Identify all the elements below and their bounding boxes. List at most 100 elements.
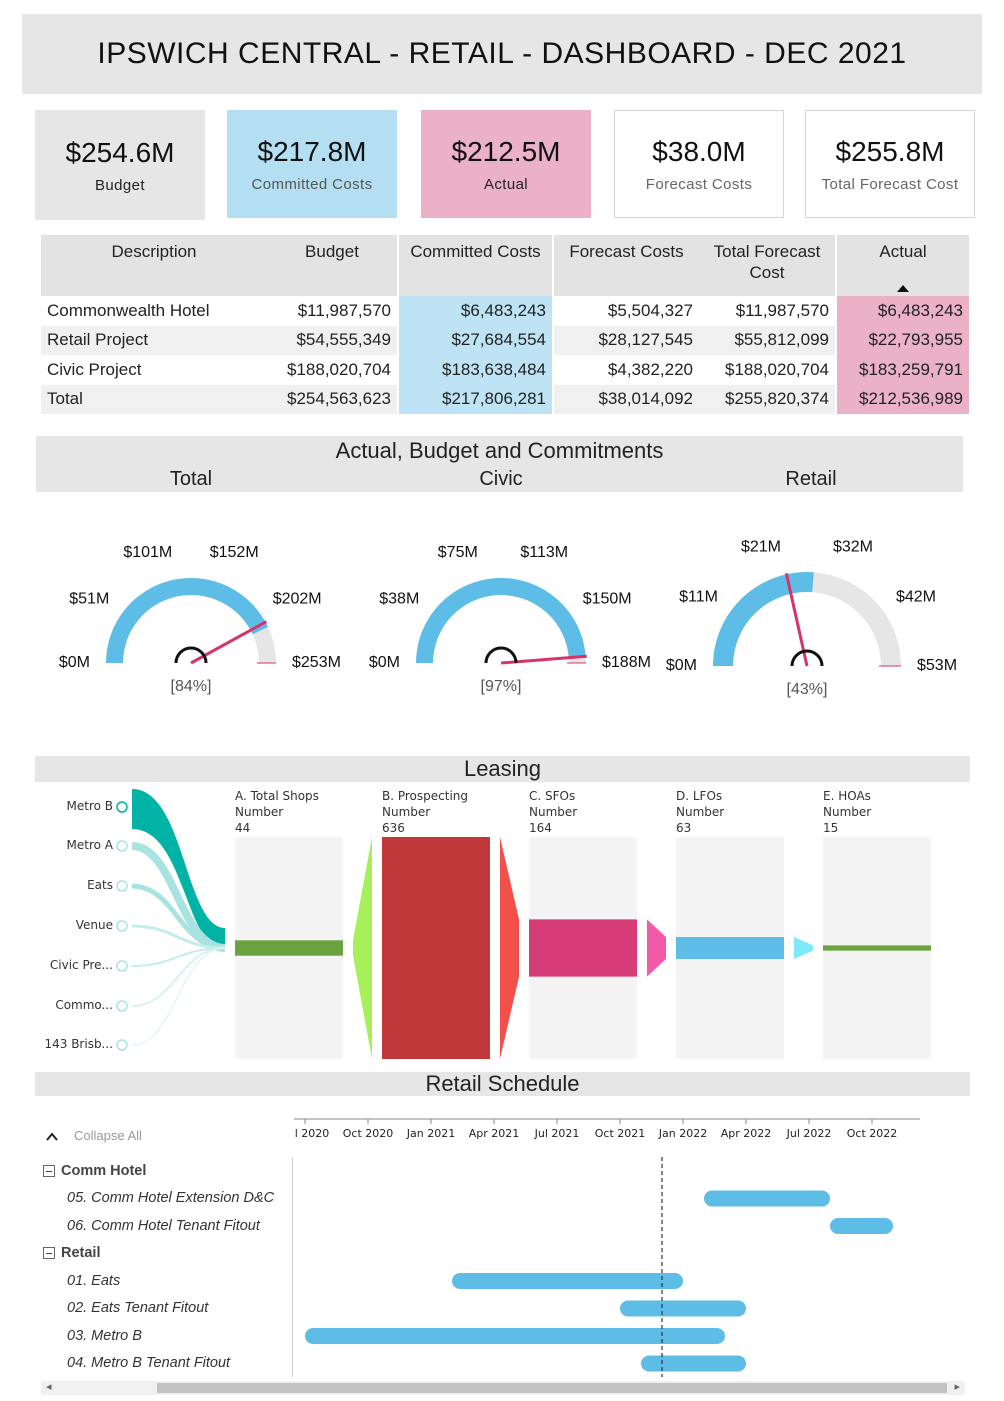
table-cell: $54,555,349 (267, 325, 398, 355)
schedule-gantt-bars (305, 1155, 893, 1377)
funnel-connector (353, 837, 372, 1059)
col-header-description[interactable]: Description (41, 235, 267, 296)
legend-item-label[interactable]: Metro A (66, 838, 113, 852)
legend-marker[interactable] (116, 801, 128, 813)
schedule-row-label: 01. Eats (67, 1272, 121, 1289)
schedule-task-row[interactable]: 06. Comm Hotel Tenant Fitout (41, 1212, 292, 1240)
gauge-subtitle-civic: Civic (479, 468, 523, 490)
gauge-percent-label: [97%] (481, 678, 522, 695)
legend-item-label[interactable]: Metro B (66, 799, 114, 813)
collapse-toggle-icon[interactable] (43, 1247, 55, 1260)
schedule-task-row[interactable]: 02. Eats Tenant Fitout (41, 1295, 292, 1323)
table-cell: $27,684,554 (397, 325, 553, 355)
stage-bar[interactable] (235, 940, 343, 956)
gauge-tick-label: $150M (583, 591, 632, 608)
kpi-card-budget: $254.6M Budget (35, 110, 205, 220)
table-cell: $38,014,092 (552, 384, 699, 414)
gantt-task-bar[interactable] (620, 1300, 746, 1317)
sort-ascending-icon[interactable] (897, 285, 909, 292)
col-header-committed[interactable]: Committed Costs (397, 235, 553, 296)
table-row[interactable]: Civic Project $188,020,704 $183,638,484 $4,… (41, 355, 969, 385)
legend-marker[interactable] (116, 960, 128, 972)
schedule-row-label: 04. Metro B Tenant Fitout (67, 1355, 231, 1372)
legend-item-label[interactable]: Commo... (55, 998, 113, 1012)
table-row[interactable]: Total $254,563,623 $217,806,281 $38,014,092… (41, 384, 969, 414)
schedule-row-label: 03. Metro B (67, 1327, 142, 1344)
collapse-all-button[interactable]: Collapse All (44, 1128, 142, 1143)
col-header-total-forecast[interactable]: Total Forecast Cost (699, 235, 836, 296)
stage-bar[interactable] (382, 837, 490, 1059)
gauge-tick-label: $0M (666, 657, 697, 674)
stage-value: 63 (676, 821, 692, 835)
kpi-card-committed: $217.8M Committed Costs (227, 110, 397, 218)
scroll-left-arrow-icon[interactable]: ◂ (46, 1381, 52, 1393)
kpi-value: $254.6M (65, 136, 175, 168)
col-header-forecast[interactable]: Forecast Costs (552, 235, 699, 296)
gantt-task-bar[interactable] (305, 1328, 725, 1344)
collapse-toggle-icon[interactable] (43, 1164, 55, 1177)
axis-tick-label: Apr 2022 (721, 1127, 772, 1140)
schedule-task-row[interactable]: 01. Eats (41, 1267, 292, 1295)
legend-marker[interactable] (116, 1039, 128, 1051)
legend-marker[interactable] (116, 920, 128, 932)
gauge-hub (790, 649, 824, 667)
gauge-tick-label: $101M (123, 544, 172, 561)
schedule-task-row[interactable]: 03. Metro B (41, 1322, 292, 1350)
gantt-task-bar[interactable] (704, 1190, 830, 1207)
table-cell: $6,483,243 (835, 296, 969, 326)
schedule-task-row[interactable]: 05. Comm Hotel Extension D&C (41, 1185, 292, 1213)
funnel-connector (647, 919, 666, 977)
gauge-tick-label: $188M (602, 654, 651, 671)
table-cell: $183,259,791 (835, 355, 969, 385)
source-ribbon (131, 883, 226, 951)
axis-tick-label: l 2020 (295, 1127, 330, 1140)
gauge-tick-label: $53M (917, 657, 957, 674)
table-cell: $212,536,989 (835, 384, 969, 414)
legend-item-label[interactable]: Venue (75, 918, 113, 932)
scrollbar-thumb[interactable] (157, 1383, 947, 1393)
stage-name: A. Total Shops (235, 789, 319, 803)
gauge-tick-label: $11M (679, 588, 718, 605)
gantt-task-bar[interactable] (641, 1355, 746, 1372)
gauge-subtitle-total: Total (169, 468, 213, 490)
gauge-percent-label: [43%] (787, 681, 828, 698)
table-cell: $183,638,484 (397, 355, 553, 385)
stage-name: C. SFOs (529, 789, 576, 803)
stage-bar[interactable] (823, 945, 931, 951)
gauge-civic: [97%] $0M $38M $75M $113M $150M $188M (369, 544, 651, 695)
gauge-tick-label: $32M (833, 538, 873, 555)
table-row[interactable]: Commonwealth Hotel $11,987,570 $6,483,243 $… (41, 296, 969, 326)
stage-value: 636 (382, 821, 405, 835)
gauge-committed-arc (106, 578, 269, 663)
col-header-actual[interactable]: Actual (835, 235, 969, 296)
legend-item-label[interactable]: Civic Pre... (49, 958, 113, 972)
legend-item-label[interactable]: Eats (87, 878, 113, 892)
schedule-row-label: 06. Comm Hotel Tenant Fitout (67, 1217, 260, 1234)
schedule-group-row[interactable]: Retail (41, 1240, 292, 1268)
legend-item-label[interactable]: 143 Brisb... (44, 1037, 113, 1051)
schedule-task-row[interactable]: 04. Metro B Tenant Fitout (41, 1350, 292, 1378)
gauge-needle (190, 620, 268, 665)
legend-marker[interactable] (116, 840, 128, 852)
gauge-retail: [43%] $0M $11M $21M $32M $42M $53M (666, 538, 957, 698)
schedule-group-row[interactable]: Comm Hotel (41, 1157, 292, 1185)
horizontal-scrollbar[interactable]: ◂ ▸ (41, 1381, 965, 1395)
table-cell: $255,820,374 (699, 384, 836, 414)
legend-marker[interactable] (116, 1000, 128, 1012)
gantt-task-bar[interactable] (830, 1218, 893, 1234)
stage-bar[interactable] (529, 919, 637, 977)
gantt-task-bar[interactable] (452, 1273, 683, 1289)
gauge-section-header: Actual, Budget and Commitments Total Civ… (36, 436, 963, 492)
gauge-tick-label: $42M (896, 588, 936, 605)
axis-tick-label: Oct 2021 (595, 1127, 646, 1140)
legend-marker[interactable] (116, 880, 128, 892)
table-cell: Total (41, 384, 267, 414)
gauge-tick-label: $152M (210, 544, 259, 561)
scroll-right-arrow-icon[interactable]: ▸ (954, 1381, 960, 1393)
axis-tick-label: Oct 2022 (847, 1127, 898, 1140)
table-cell: Retail Project (41, 325, 267, 355)
table-row[interactable]: Retail Project $54,555,349 $27,684,554 $28,… (41, 325, 969, 355)
stage-bar[interactable] (676, 937, 784, 959)
col-header-budget[interactable]: Budget (267, 235, 398, 296)
stage-name: D. LFOs (676, 789, 723, 803)
